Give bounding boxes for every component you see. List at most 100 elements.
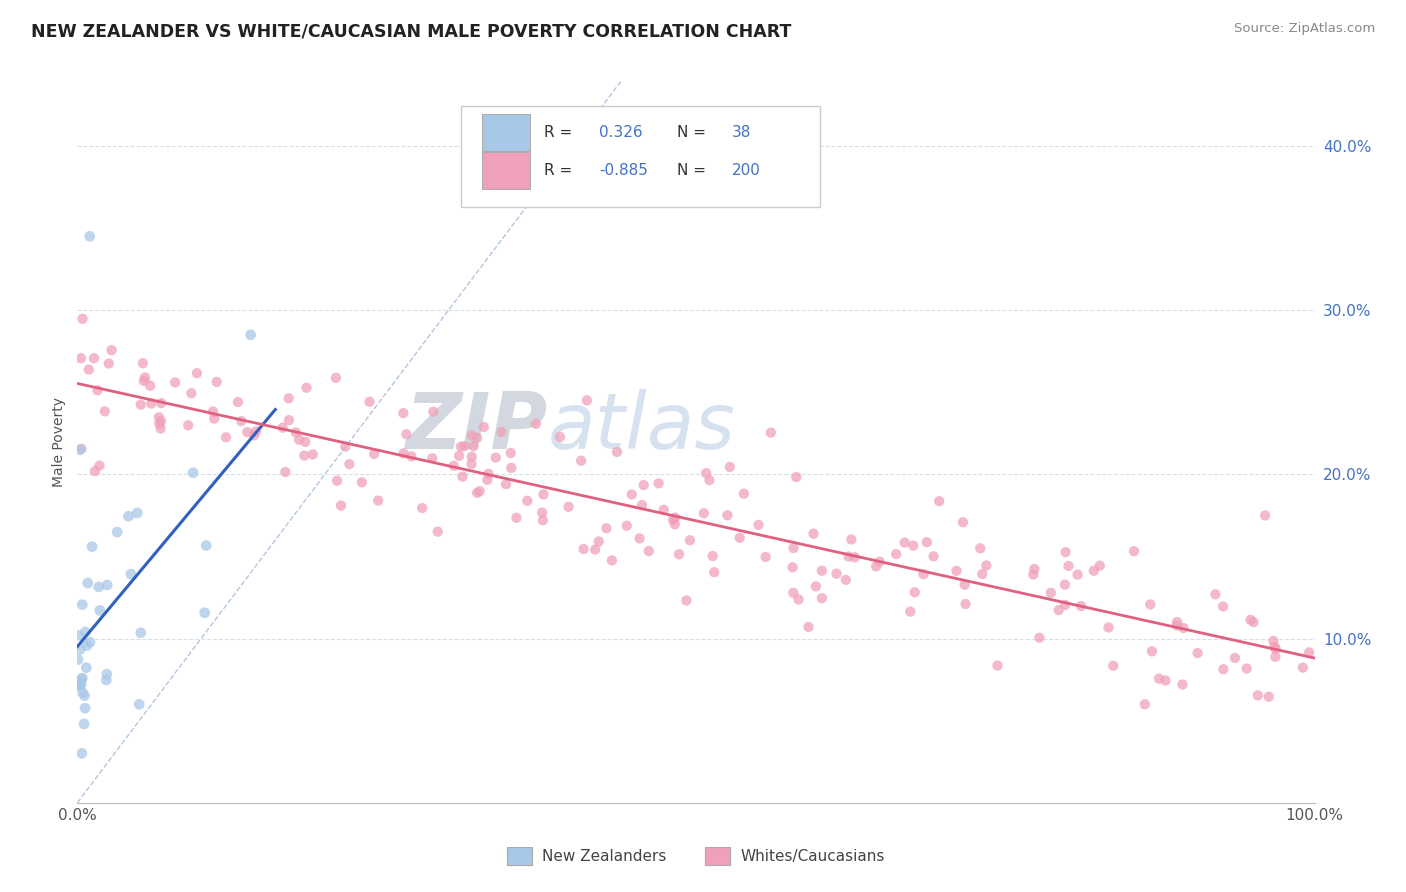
- Point: [1166, 615, 1188, 629]
- Text: N =: N =: [678, 163, 711, 178]
- Point: [616, 518, 638, 533]
- Point: [679, 533, 702, 548]
- Point: [73, 689, 96, 703]
- Point: [422, 405, 444, 419]
- Point: [695, 466, 717, 480]
- Point: [533, 487, 555, 501]
- Y-axis label: Male Poverty: Male Poverty: [52, 397, 66, 486]
- Point: [426, 524, 449, 539]
- Point: [675, 593, 697, 607]
- Point: [443, 458, 465, 473]
- Point: [461, 450, 484, 464]
- Text: -0.885: -0.885: [599, 163, 648, 178]
- Text: N =: N =: [678, 125, 711, 140]
- Point: [451, 469, 474, 483]
- Point: [401, 450, 423, 464]
- Point: [1254, 508, 1277, 523]
- Point: [928, 494, 950, 508]
- Point: [105, 525, 128, 540]
- Point: [392, 446, 415, 460]
- FancyBboxPatch shape: [482, 152, 530, 189]
- Point: [1054, 598, 1077, 612]
- Point: [922, 549, 945, 564]
- Point: [716, 508, 738, 523]
- Point: [69, 679, 91, 693]
- Point: [1097, 620, 1119, 634]
- Point: [450, 440, 472, 454]
- Point: [505, 510, 527, 524]
- Point: [301, 447, 323, 461]
- Point: [181, 466, 204, 480]
- FancyBboxPatch shape: [461, 105, 820, 207]
- Point: [652, 503, 675, 517]
- Point: [972, 566, 994, 581]
- Point: [1054, 545, 1077, 559]
- Point: [702, 549, 724, 563]
- Point: [453, 439, 475, 453]
- Point: [637, 544, 659, 558]
- Point: [1264, 640, 1286, 654]
- Point: [134, 370, 156, 384]
- Point: [668, 547, 690, 561]
- Text: 38: 38: [733, 125, 751, 140]
- Point: [231, 414, 253, 428]
- Point: [569, 453, 592, 467]
- Point: [87, 580, 110, 594]
- Point: [76, 576, 98, 591]
- Point: [69, 442, 91, 457]
- Point: [811, 591, 834, 606]
- Point: [1039, 586, 1062, 600]
- Text: Source: ZipAtlas.com: Source: ZipAtlas.com: [1234, 22, 1375, 36]
- Point: [70, 672, 93, 686]
- Point: [516, 493, 538, 508]
- Point: [148, 410, 170, 425]
- Point: [337, 457, 360, 471]
- Point: [1154, 673, 1177, 688]
- Point: [66, 676, 89, 690]
- Point: [491, 425, 513, 439]
- Point: [79, 635, 101, 649]
- Point: [127, 506, 149, 520]
- Point: [1140, 644, 1163, 658]
- Text: atlas: atlas: [547, 389, 735, 465]
- Point: [149, 421, 172, 435]
- Point: [288, 433, 311, 447]
- Point: [271, 420, 294, 434]
- Point: [664, 517, 686, 532]
- Text: R =: R =: [544, 125, 576, 140]
- Point: [150, 396, 173, 410]
- Point: [628, 532, 651, 546]
- Point: [548, 430, 571, 444]
- Point: [73, 717, 96, 731]
- Point: [194, 606, 217, 620]
- Point: [89, 603, 111, 617]
- Point: [631, 498, 654, 512]
- Point: [292, 449, 315, 463]
- Point: [1088, 558, 1111, 573]
- Point: [1139, 598, 1161, 612]
- Point: [803, 526, 825, 541]
- Point: [904, 585, 927, 599]
- Point: [120, 567, 142, 582]
- Point: [782, 541, 804, 555]
- Text: ZIP: ZIP: [405, 389, 547, 465]
- Point: [180, 386, 202, 401]
- Point: [733, 486, 755, 500]
- Point: [952, 516, 974, 530]
- Point: [72, 598, 94, 612]
- Point: [747, 517, 769, 532]
- Point: [841, 533, 863, 547]
- Point: [202, 411, 225, 425]
- Point: [844, 550, 866, 565]
- Point: [186, 366, 208, 380]
- Point: [728, 531, 751, 545]
- Point: [499, 446, 522, 460]
- Point: [1028, 631, 1050, 645]
- Point: [472, 420, 495, 434]
- Point: [1122, 544, 1144, 558]
- Point: [460, 457, 482, 471]
- Point: [1187, 646, 1209, 660]
- Point: [325, 371, 347, 385]
- Point: [100, 343, 122, 358]
- Point: [898, 605, 921, 619]
